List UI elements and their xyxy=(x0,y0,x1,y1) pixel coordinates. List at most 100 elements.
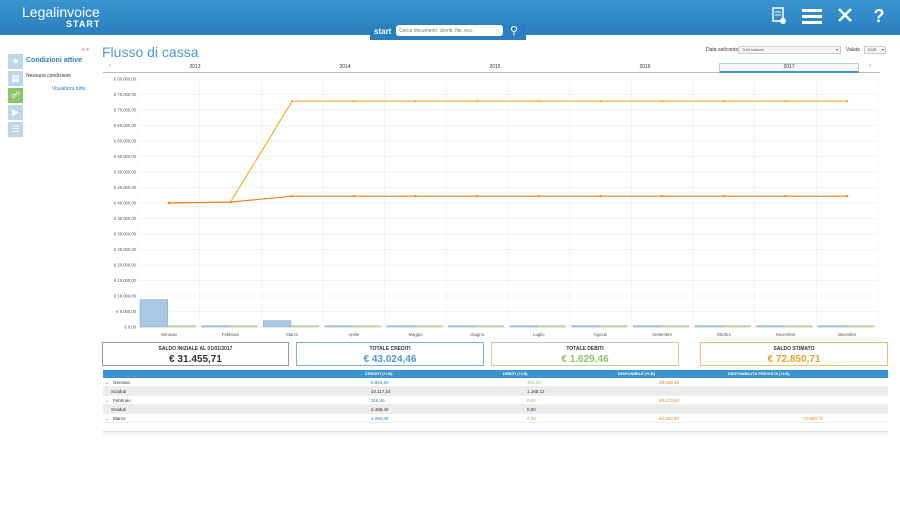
collapse-toggle[interactable]: « » xyxy=(82,47,89,53)
x-tick-label: Settembre xyxy=(652,332,672,337)
point-disponibile xyxy=(167,201,171,205)
y-tick-label: € 65.000,00 xyxy=(114,123,137,128)
bar-debiti xyxy=(660,325,690,328)
y-tick-label: € 25.000,00 xyxy=(114,247,137,252)
summary-value: € 72.850,71 xyxy=(767,354,821,365)
bar-debiti xyxy=(229,325,258,328)
help-icon[interactable]: ? xyxy=(873,6,885,26)
summary-label: SALDO INIZIALE AL 01/01/2017 xyxy=(158,346,233,352)
dataset-select[interactable]: Tutti insieme ▾ xyxy=(738,46,841,54)
point-saldo-stimato xyxy=(784,99,787,103)
search-icon[interactable]: ⚲ xyxy=(510,25,519,37)
no-condition-text: Nessuna condizione xyxy=(26,73,72,79)
row-forecast: 72.850,71 xyxy=(803,416,824,421)
row-label: Scaduti xyxy=(111,407,127,412)
bar-crediti xyxy=(448,325,477,328)
y-tick-label: € 75.000,00 xyxy=(114,92,137,97)
filter-panel: Condizioni attive Nessuna condizione Vis… xyxy=(26,48,98,92)
point-disponibile xyxy=(352,194,356,198)
year-tab-2014[interactable]: 2014 xyxy=(339,64,351,70)
point-saldo-stimato xyxy=(414,99,417,103)
bar-crediti xyxy=(509,325,538,328)
bar-crediti xyxy=(263,320,292,328)
summary-value: € 31.455,71 xyxy=(169,354,222,365)
currency-value: EUR xyxy=(868,47,877,52)
point-disponibile xyxy=(414,194,417,198)
col-forecast: DISPONIBILITÀ PREVISTA (+LB) xyxy=(728,371,790,376)
page-title: Flusso di cassa xyxy=(102,44,199,60)
list-icon[interactable]: ☰ xyxy=(8,122,23,137)
chevron-left-icon[interactable]: ‹ xyxy=(109,63,111,69)
cash-flow-table: CREDITI (+LB) DEBITI (+LB) DISPONIBILE (… xyxy=(103,370,888,423)
expand-icon[interactable]: ⌄ xyxy=(105,416,109,421)
row-label: Febbraio xyxy=(113,398,131,403)
bar-crediti xyxy=(571,325,600,328)
grid-menu-icon[interactable] xyxy=(800,7,824,30)
point-saldo-stimato xyxy=(845,99,849,103)
table-row-month[interactable]: ⌄ Febbraio 316,45 0,00 40.173,84 xyxy=(103,396,888,405)
table-row-month[interactable]: ⌄ Gennaio 8.863,62 401,34 39.858,56 xyxy=(103,378,888,387)
app-logo[interactable]: Legalinvoice START xyxy=(22,4,100,29)
bar-debiti xyxy=(290,325,320,328)
search-label: start xyxy=(374,27,392,36)
point-disponibile xyxy=(599,194,602,198)
search-bar: start ⚲ xyxy=(370,24,526,40)
point-saldo-stimato xyxy=(722,99,726,103)
row-credits: 2.050,00 xyxy=(371,416,389,421)
x-tick-label: Maggio xyxy=(408,332,423,337)
page-title-light: Flusso di xyxy=(102,44,159,60)
chevron-right-icon[interactable]: › xyxy=(869,63,871,69)
y-tick-label: € 20.000,00 xyxy=(114,263,137,268)
row-credits: 10.117,24 xyxy=(371,389,391,394)
chevron-down-icon: ▾ xyxy=(881,47,884,52)
year-selector: ‹ 2013 2014 2015 2016 2017 › xyxy=(103,63,880,73)
bar-debiti xyxy=(352,325,381,328)
bar-debiti xyxy=(722,325,751,328)
line-disponibile xyxy=(168,195,848,204)
bar-debiti xyxy=(475,325,505,328)
x-tick-label: Febbraio xyxy=(222,332,240,337)
play-icon[interactable]: ▶ xyxy=(8,105,23,120)
point-disponibile xyxy=(229,200,232,204)
x-tick-label: Marzo xyxy=(286,332,299,337)
bar-debiti xyxy=(845,325,875,328)
point-disponibile xyxy=(475,194,479,198)
row-credits: 2.488,40 xyxy=(371,407,389,412)
y-tick-label: € 55.000,00 xyxy=(114,154,137,159)
expand-icon[interactable]: ⌄ xyxy=(105,380,109,385)
filter-title: Condizioni attive xyxy=(26,57,82,64)
show-all-link[interactable]: Visualizza tutto xyxy=(52,86,86,92)
year-tab-2013[interactable]: 2013 xyxy=(189,64,201,70)
currency-select[interactable]: EUR ▾ xyxy=(864,46,886,54)
x-tick-label: Dicembre xyxy=(838,332,857,337)
bar-debiti xyxy=(167,325,196,328)
summary-estimated-balance: SALDO STIMATO € 72.850,71 xyxy=(700,342,888,366)
row-debits: 0,00 xyxy=(527,407,536,412)
tools-icon[interactable] xyxy=(836,7,854,28)
summary-label: SALDO STIMATO xyxy=(773,346,815,352)
table-scroll-area[interactable] xyxy=(103,431,888,435)
x-tick-label: Aprile xyxy=(348,332,360,337)
point-saldo-stimato xyxy=(537,99,541,103)
x-tick-label: Agosto xyxy=(594,332,608,337)
y-tick-label: € 0,00 xyxy=(124,325,136,330)
search-input[interactable] xyxy=(396,25,503,36)
row-debits: 0,00 xyxy=(527,398,536,403)
calculator-icon[interactable]: ▦ xyxy=(8,71,23,86)
year-tab-2016[interactable]: 2016 xyxy=(639,64,651,70)
year-tab-2015[interactable]: 2015 xyxy=(489,64,501,70)
row-available: 39.858,56 xyxy=(659,380,680,385)
y-tick-label: € 15.000,00 xyxy=(114,278,137,283)
bar-debiti xyxy=(414,325,443,328)
point-disponibile xyxy=(784,194,787,198)
logo-main: Legalinvoice xyxy=(22,4,100,20)
y-tick-label: € 80.000,00 xyxy=(114,77,137,82)
share-icon[interactable]: ☍ xyxy=(8,88,23,103)
expand-icon[interactable]: ⌄ xyxy=(105,398,109,403)
star-icon[interactable]: ★ xyxy=(8,54,23,69)
document-settings-icon[interactable] xyxy=(770,7,788,30)
row-credits: 8.863,62 xyxy=(371,380,389,385)
table-row-month[interactable]: ⌄ Marzo 2.050,00 0,00 42.223,84 72.850,71 xyxy=(103,414,888,423)
x-tick-label: Giugno xyxy=(470,332,484,337)
year-tab-2017[interactable]: 2017 xyxy=(783,64,795,70)
